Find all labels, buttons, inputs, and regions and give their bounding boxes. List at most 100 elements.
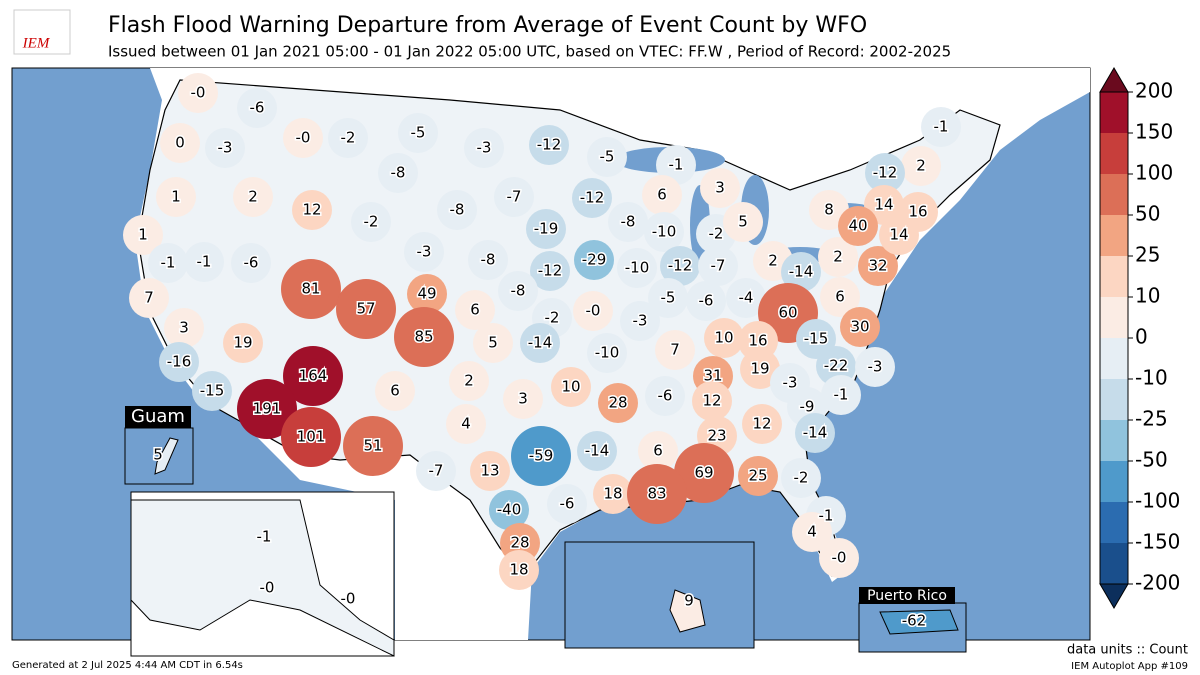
wfo-region [573, 291, 613, 331]
wfo-label: -0 [260, 579, 275, 597]
wfo-region [123, 215, 163, 255]
wfo-region [547, 484, 587, 524]
wfo-label: -16 [167, 353, 192, 371]
hawaii-inset [564, 541, 755, 649]
wfo-region [394, 307, 454, 367]
wfo-region [819, 538, 859, 578]
wfo-label: 32 [868, 257, 887, 275]
wfo-region [503, 379, 543, 419]
wfo-label: 10 [561, 378, 580, 396]
wfo-label: -6 [658, 387, 673, 405]
wfo-region [455, 290, 495, 330]
colorbar-tick-label: -100 [1135, 489, 1180, 513]
wfo-label: 7 [144, 289, 154, 307]
wfo-region [283, 118, 323, 158]
wfo-region [551, 367, 591, 407]
wfo-label: -3 [633, 312, 648, 330]
wfo-label: -12 [537, 136, 562, 154]
wfo-label: -0 [341, 590, 356, 608]
wfo-label: 14 [889, 226, 908, 244]
colorbar-tick-label: -50 [1135, 448, 1168, 472]
wfo-label: -8 [481, 251, 496, 269]
colorbar-tick-label: 0 [1135, 325, 1148, 349]
wfo-label: 4 [807, 523, 817, 541]
wfo-region [446, 404, 486, 444]
inset-label: Puerto Rico [867, 588, 947, 604]
wfo-label: -14 [585, 442, 610, 460]
wfo-label: 5 [488, 334, 498, 352]
wfo-region [781, 458, 821, 498]
title: Flash Flood Warning Departure from Avera… [108, 13, 867, 38]
wfo-label: -1 [161, 254, 176, 272]
colorbar-extend [1099, 67, 1129, 93]
wfo-region [164, 308, 204, 348]
wfo-label: -7 [711, 257, 726, 275]
wfo-region [129, 278, 169, 318]
guam-inset [124, 427, 194, 485]
wfo-region [375, 371, 415, 411]
wfo-label: -3 [218, 139, 233, 157]
wfo-label: -5 [600, 148, 615, 166]
wfo-region [700, 168, 740, 208]
wfo-label: 2 [464, 372, 474, 390]
wfo-label: 19 [233, 334, 252, 352]
wfo-region [449, 361, 489, 401]
logo-box [13, 9, 71, 55]
wfo-label: 8 [824, 201, 834, 219]
wfo-label: 2 [248, 188, 258, 206]
alaska-land [130, 499, 395, 657]
wfo-region [178, 73, 218, 113]
wfo-label: 164 [299, 367, 328, 385]
wfo-region [901, 146, 941, 186]
wfo-label: -1 [197, 253, 212, 271]
wfo-label: 1 [138, 226, 148, 244]
wfo-label: 3 [179, 319, 189, 337]
wfo-region [184, 242, 224, 282]
wfo-region [855, 347, 895, 387]
wfo-label: 16 [748, 332, 767, 350]
wfo-region [468, 240, 508, 280]
wfo-label: 28 [510, 534, 529, 552]
wfo-region [818, 237, 858, 277]
wfo-label: 49 [417, 285, 436, 303]
hawaii-land [669, 589, 706, 633]
wfo-region [281, 407, 341, 467]
wfo-label: 3 [518, 390, 528, 408]
wfo-label: -19 [534, 220, 559, 238]
wfo-region [498, 271, 538, 311]
wfo-region [520, 323, 560, 363]
colorbar-bin [1100, 338, 1128, 379]
wfo-label: -6 [699, 292, 714, 310]
wfo-label: 12 [302, 201, 321, 219]
wfo-region [378, 153, 418, 193]
wfo-region [574, 240, 614, 280]
wfo-region [398, 113, 438, 153]
wfo-label: -3 [477, 139, 492, 157]
wfo-label: -8 [621, 213, 636, 231]
wfo-region [470, 451, 510, 491]
wfo-label: 6 [835, 288, 845, 306]
wfo-label: -8 [391, 164, 406, 182]
units: data units :: Count [1067, 643, 1188, 658]
wfo-region [577, 431, 617, 471]
wfo-label: 5 [153, 446, 163, 464]
wfo-label: -2 [709, 225, 724, 243]
colorbar-bin [1100, 379, 1128, 420]
wfo-label: -10 [625, 259, 650, 277]
wfo-label: 18 [509, 561, 528, 579]
wfo-region [686, 281, 726, 321]
wfo-label: -3 [417, 243, 432, 261]
wfo-label: -15 [200, 382, 225, 400]
wfo-label: -7 [507, 188, 522, 206]
wfo-label: -1 [934, 118, 949, 136]
wfo-region [792, 512, 832, 552]
wfo-label: 57 [356, 300, 375, 318]
wfo-region [587, 333, 627, 373]
wfo-label: -12 [873, 164, 898, 182]
wfo-label: 2 [768, 252, 778, 270]
subtitle: Issued between 01 Jan 2021 05:00 - 01 Ja… [108, 43, 951, 61]
wfo-region [336, 279, 396, 339]
wfo-label: 5 [738, 213, 748, 231]
wfo-label: -0 [586, 302, 601, 320]
colorbar-bin [1100, 174, 1128, 215]
